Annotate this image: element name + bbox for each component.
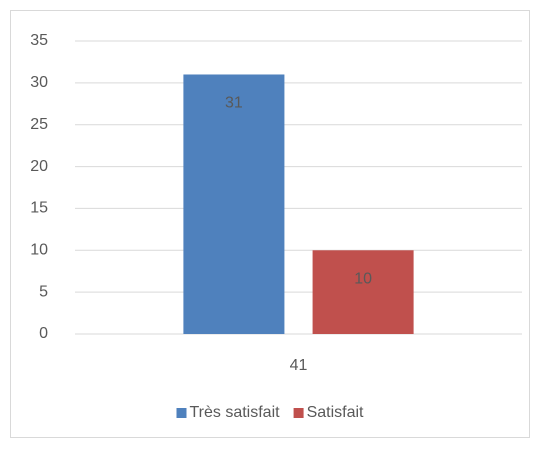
bar — [312, 250, 414, 334]
y-tick-label: 30 — [30, 74, 48, 91]
data-label: 31 — [225, 95, 243, 112]
y-tick-label: 5 — [39, 283, 48, 300]
data-label: 10 — [354, 271, 372, 288]
y-tick-label: 35 — [30, 32, 48, 49]
y-tick-label: 20 — [30, 158, 48, 175]
legend-swatch — [176, 408, 187, 418]
y-tick-label: 10 — [30, 242, 48, 259]
legend-swatch — [293, 408, 304, 418]
y-tick-label: 15 — [30, 200, 48, 217]
y-tick-label: 25 — [30, 116, 48, 133]
y-tick-label: 0 — [39, 325, 48, 342]
x-tick-label: 41 — [290, 357, 308, 374]
legend-label: Très satisfait — [189, 404, 280, 421]
bar — [183, 74, 285, 334]
legend-label: Satisfait — [307, 404, 364, 421]
